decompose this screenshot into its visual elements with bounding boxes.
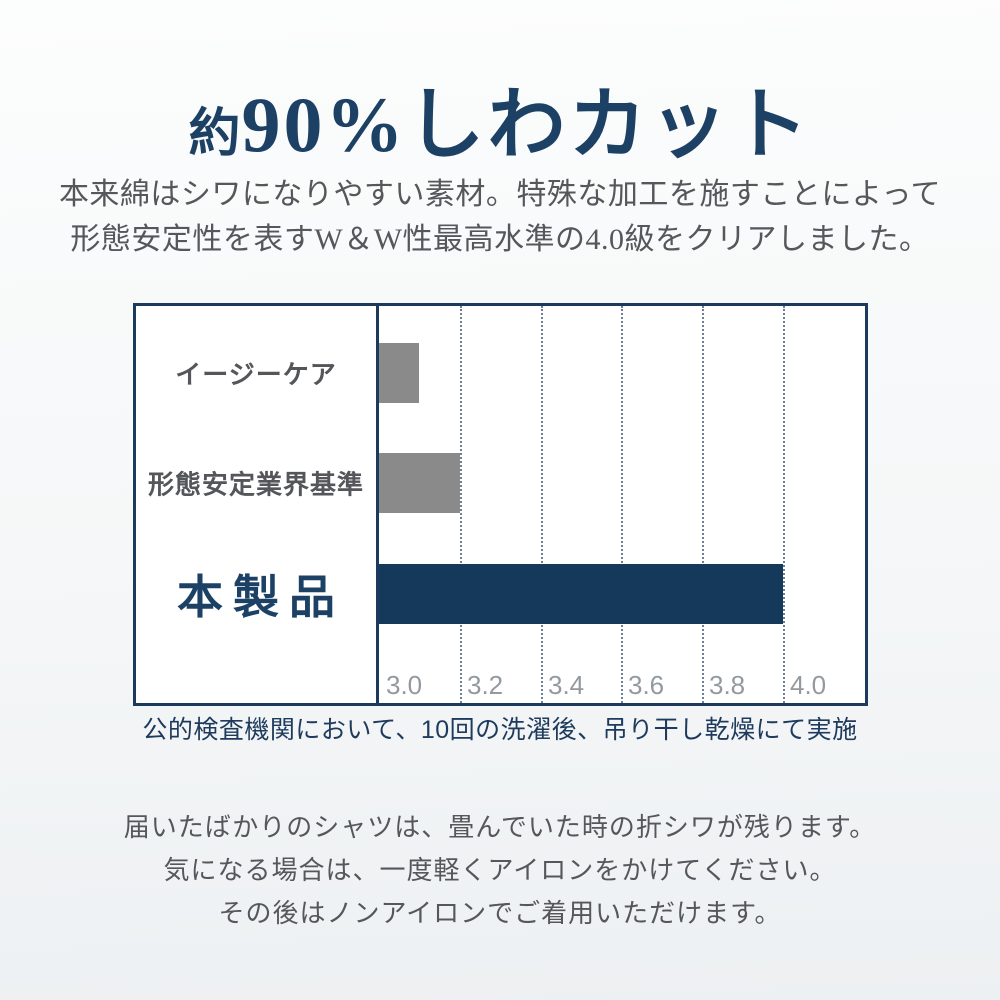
x-tick-3.0: 3.0 [386,670,423,700]
note-line-1: 届いたばかりのシャツは、畳んでいた時の折シワが残ります。 [123,813,877,842]
title-main: 90%しわカット [241,81,812,168]
intro-text: 本来綿はシワになりやすい素材。特殊な加工を施すことによって 形態安定性を表すW＆W… [0,172,1000,262]
chart-category-labels: イージーケア 形態安定業界基準本製品 [136,306,376,703]
category-label-2: 形態安定業界基準 [147,469,364,500]
gridline-3.6 [621,306,623,703]
note-line-3: その後はノンアイロンでご着用いただけます。 [218,899,782,928]
intro-line-2: 形態安定性を表すW＆W性最高水準の4.0級をクリアしました。 [70,223,930,256]
chart-axis-divider [376,306,379,703]
chart-caption: 公的検査機関において、10回の洗濯後、吊り干し乾燥にて実施 [142,716,858,744]
x-tick-4.0: 4.0 [790,670,827,700]
gridline-4.0 [783,306,785,703]
bar-1-reference [379,343,419,403]
bar-2-reference [379,453,460,513]
note-text: 届いたばかりのシャツは、畳んでいた時の折シワが残ります。 気になる場合は、一度軽く… [0,806,1000,935]
title-prefix: 約 [188,106,242,163]
gridline-3.8 [702,306,704,703]
category-label-3: 本製品 [177,572,345,623]
gridline-3.4 [541,306,543,703]
ww-rating-bar-chart: イージーケア 形態安定業界基準本製品 3.0 3.2 3.4 3.6 3.8 4.0 [133,303,868,706]
x-tick-3.6: 3.6 [628,670,665,700]
intro-line-1: 本来綿はシワになりやすい素材。特殊な加工を施すことによって [58,178,942,211]
x-tick-3.2: 3.2 [467,670,504,700]
bar-3-product [379,564,783,624]
category-label-1: イージーケア [175,359,337,390]
x-tick-3.8: 3.8 [709,670,746,700]
note-line-2: 気になる場合は、一度軽くアイロンをかけてください。 [163,856,837,885]
page-title: 約90%しわカット [0,62,1000,174]
x-tick-3.4: 3.4 [548,670,585,700]
chart-plot-area: 3.0 3.2 3.4 3.6 3.8 4.0 [379,306,865,703]
gridline-3.2 [460,306,462,703]
